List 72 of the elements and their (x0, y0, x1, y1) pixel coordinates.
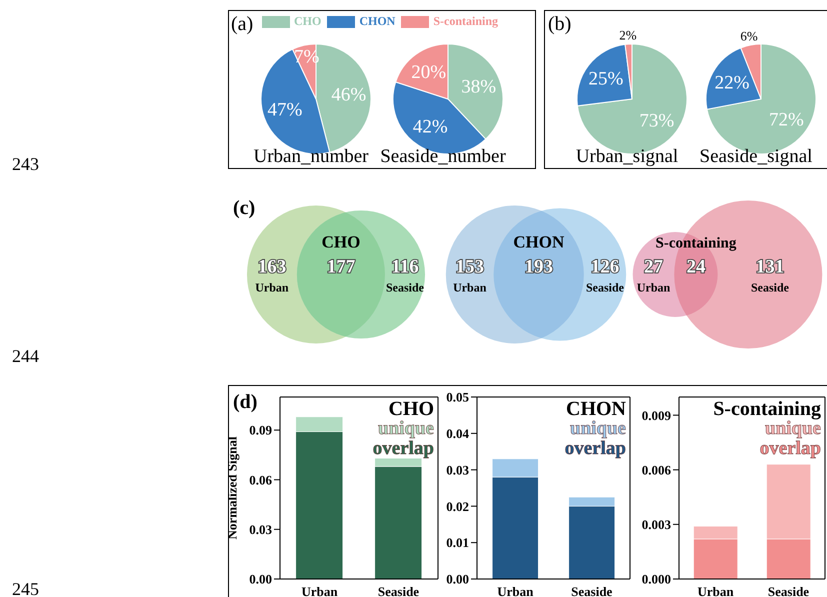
text: (c) (233, 197, 256, 219)
x-tick-label: Urban (497, 584, 534, 597)
y-tick-label: 0.01 (446, 535, 469, 550)
series-label: overlap (372, 438, 434, 459)
text: Seaside_number (379, 146, 507, 168)
y-tick-label: 0.04 (446, 426, 470, 442)
data-label: 131 (756, 256, 784, 278)
data-label: 177 (326, 256, 356, 278)
y-tick-label: 0.09 (249, 422, 272, 438)
x-tick-label: Seaside (571, 584, 613, 597)
category-label: Seaside (750, 280, 790, 294)
data-label: 6% (740, 28, 758, 44)
text: CHON (513, 232, 565, 252)
chart-title: CHON (565, 398, 626, 420)
legend-label: CHO (294, 14, 322, 29)
category-label: Urban (636, 280, 670, 294)
data-label: 38% (461, 76, 496, 98)
text: overlap (758, 438, 821, 459)
category-label: Seaside (586, 280, 625, 294)
data-label: 47% (268, 100, 303, 121)
series-label: unique (765, 418, 821, 439)
x-tick-label: Urban (697, 584, 734, 597)
text: (b) (548, 13, 572, 35)
legend-label: S-containing (433, 14, 498, 29)
data-label: 73% (639, 110, 674, 132)
text: 244 (12, 346, 39, 366)
chart-title: CHO (387, 398, 434, 420)
text: (d) (233, 391, 258, 413)
y-tick-label: 0.000 (642, 572, 671, 587)
text: Urban_number (253, 146, 369, 167)
category-label: Seaside (386, 280, 425, 294)
data-label: 24 (686, 256, 706, 278)
data-label: 27 (644, 256, 664, 278)
data-label: 153 (455, 256, 484, 278)
y-tick-label: 0.006 (642, 462, 672, 478)
x-tick-label: Seaside (378, 584, 420, 597)
series-label: unique (377, 418, 434, 439)
category-label: Urban (255, 280, 289, 294)
data-label: 46% (331, 84, 366, 106)
y-tick-label: 0.009 (642, 408, 672, 423)
y-tick-label: 0.00 (249, 572, 272, 587)
y-tick-label: 0.00 (446, 572, 469, 587)
text: (a) (231, 13, 254, 35)
text: S-containing (656, 236, 737, 252)
text: Seaside_signal (698, 146, 814, 168)
data-label: 2% (619, 28, 637, 43)
y-tick-label: 0.003 (642, 517, 672, 532)
data-label: 126 (590, 256, 620, 278)
data-label: 20% (411, 62, 446, 83)
y-tick-label: 0.02 (446, 498, 469, 514)
x-tick-label: Urban (301, 584, 338, 597)
y-tick-label: 0.06 (249, 472, 272, 488)
series-label: overlap (564, 438, 626, 459)
data-label: 22% (714, 72, 750, 94)
data-label: 116 (391, 256, 419, 278)
data-label: 72% (769, 110, 804, 131)
category-label: Urban (453, 280, 487, 294)
data-label: 163 (258, 256, 286, 278)
data-label: 25% (588, 68, 624, 90)
text: 243 (12, 154, 39, 174)
x-tick-label: Seaside (768, 584, 810, 597)
text: CHO (322, 232, 360, 252)
data-label: 193 (524, 256, 553, 278)
legend-label: CHON (359, 14, 396, 29)
text: Urban_signal (576, 146, 678, 167)
text: 245 (12, 579, 39, 597)
y-tick-label: 0.03 (446, 462, 470, 478)
y-tick-label: 0.03 (249, 522, 272, 537)
data-label: 42% (412, 116, 448, 138)
series-label: unique (569, 418, 626, 439)
chart-title: S-containing (713, 398, 821, 420)
y-tick-label: 0.05 (446, 390, 470, 405)
